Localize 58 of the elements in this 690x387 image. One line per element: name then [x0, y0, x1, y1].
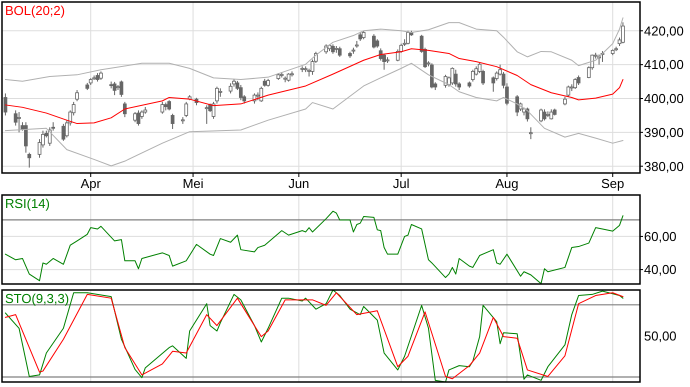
y-tick-label: 60,00 — [644, 228, 677, 244]
y-tick-label: 420,00 — [644, 23, 684, 38]
candlestick — [331, 44, 335, 54]
y-tick-label: 40,00 — [644, 262, 677, 278]
candlestick — [573, 78, 578, 90]
candlestick — [491, 76, 496, 92]
candlestick — [470, 69, 475, 82]
candlestick — [621, 22, 625, 44]
candlestick — [27, 152, 32, 168]
candlestick — [184, 101, 188, 118]
candlestick — [204, 104, 209, 124]
x-tick-label: Jun — [288, 176, 310, 191]
candlestick — [24, 122, 28, 154]
line-series — [4, 48, 624, 124]
x-tick-label: Apr — [80, 176, 102, 191]
line-series — [4, 62, 624, 166]
candlestick — [430, 62, 434, 89]
candlestick — [170, 113, 174, 130]
candlestick — [228, 82, 232, 94]
candlestick — [526, 107, 530, 122]
candlestick — [539, 108, 543, 123]
candlestick — [566, 85, 570, 98]
y-tick-label: 400,00 — [644, 91, 684, 106]
candlestick — [75, 90, 79, 102]
chart-title: RSI(14) — [5, 196, 50, 211]
candlestick — [542, 108, 546, 122]
candlestick — [454, 69, 458, 88]
y-tick-label: 380,00 — [644, 158, 684, 174]
candlestick — [406, 30, 410, 45]
candlestick — [450, 66, 454, 86]
y-tick-label: 390,00 — [644, 124, 684, 140]
chart-title: STO(9,3,3) — [5, 291, 70, 306]
x-tick-label: Jul — [392, 176, 410, 191]
candlestick — [112, 81, 116, 96]
line-series — [4, 210, 624, 284]
candlestick — [17, 112, 21, 133]
line-series — [4, 17, 624, 82]
x-tick-label: Mei — [182, 176, 204, 191]
candlestick — [133, 112, 137, 123]
candlestick — [136, 110, 140, 126]
candlestick — [576, 74, 580, 86]
candlestick — [62, 123, 66, 142]
candlestick — [549, 108, 554, 120]
candlestick — [259, 86, 264, 102]
candlestick — [120, 80, 124, 98]
x-tick-label: Sep — [601, 176, 624, 191]
y-tick-label: 410,00 — [644, 57, 684, 72]
candlestick — [212, 101, 216, 120]
candlestick — [167, 100, 172, 111]
candlestick — [238, 84, 243, 101]
candlestick — [215, 86, 219, 104]
candlestick — [338, 46, 342, 58]
candlestick — [160, 101, 164, 114]
candlestick — [4, 92, 8, 116]
chart-title: BOL(20;2) — [5, 3, 65, 18]
x-tick-label: Aug — [495, 176, 519, 191]
text: 50,00 — [644, 328, 677, 344]
candlestick — [372, 34, 376, 49]
